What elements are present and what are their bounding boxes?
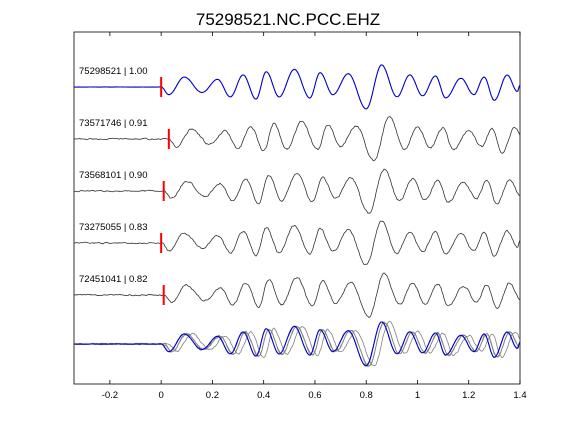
chart-title: 75298521.NC.PCC.EHZ — [196, 10, 380, 29]
x-tick-label: 1.2 — [462, 390, 475, 401]
plot-area-frame — [73, 31, 521, 385]
x-tick-label: 0.4 — [257, 390, 270, 401]
trace-72451041 — [73, 272, 521, 319]
trace-label-73275055: 73275055 | 0.83 — [79, 222, 148, 233]
labels-layer: 75298521 | 1.00 73571746 | 0.91 73568101 |… — [79, 66, 148, 285]
trace-73568101 — [73, 168, 521, 214]
x-axis: -0.2 0 0.2 0.4 0.6 0.8 1 1.2 1.4 — [102, 32, 527, 401]
traces-layer — [73, 64, 521, 319]
trace-73571746 — [73, 116, 521, 162]
trace-label-75298521: 75298521 | 1.00 — [79, 66, 148, 77]
trace-73275055 — [73, 220, 521, 265]
overlay-trace-reference — [73, 321, 521, 367]
x-tick-label: 1 — [415, 390, 420, 401]
trace-label-72451041: 72451041 | 0.82 — [79, 274, 148, 285]
trace-label-73568101: 73568101 | 0.90 — [79, 170, 148, 181]
x-tick-label: 0.6 — [308, 390, 321, 401]
x-tick-label: 1.4 — [513, 390, 526, 401]
x-tick-label: 0.8 — [360, 390, 373, 401]
trace-label-73571746: 73571746 | 0.91 — [79, 118, 148, 129]
x-tick-label: 0.2 — [206, 390, 219, 401]
overlay-layer — [73, 320, 521, 367]
picks-layer — [160, 77, 170, 305]
trace-75298521 — [73, 64, 521, 110]
x-tick-label: -0.2 — [102, 390, 118, 401]
x-tick-label: 0 — [159, 390, 164, 401]
